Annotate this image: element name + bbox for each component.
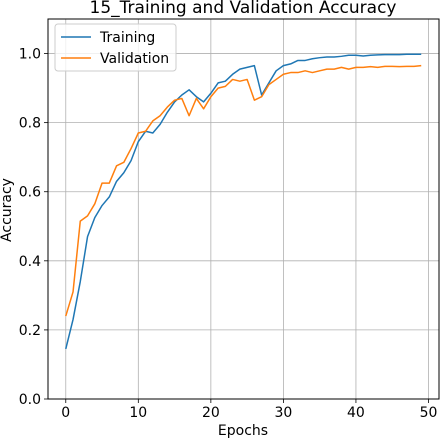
x-tick-label: 50	[420, 405, 438, 421]
x-tick-label: 30	[274, 405, 292, 421]
validation-line	[65, 64, 422, 317]
y-tick-label: 1.0	[19, 47, 41, 63]
grid	[48, 19, 439, 400]
y-tick-label: 0.4	[19, 254, 41, 270]
y-axis-label: Accuracy	[0, 178, 15, 242]
x-axis-label: Epochs	[218, 423, 268, 439]
x-axis-ticks: 0 10 20 30 40 50	[61, 399, 437, 421]
y-tick-label: 0.0	[19, 392, 41, 408]
chart-title: 15_Training and Validation Accuracy	[90, 0, 397, 18]
x-tick-label: 20	[202, 405, 220, 421]
legend: Training Validation	[54, 23, 177, 72]
legend-label-training: Training	[99, 30, 155, 46]
training-line	[65, 53, 422, 350]
x-tick-label: 10	[129, 405, 147, 421]
plot-frame	[47, 18, 440, 400]
x-tick-label: 40	[347, 405, 365, 421]
x-tick-label: 0	[61, 405, 70, 421]
y-tick-label: 0.2	[19, 323, 41, 339]
y-tick-label: 0.8	[19, 116, 41, 132]
y-axis-ticks: 0.0 0.2 0.4 0.6 0.8 1.0	[19, 47, 48, 408]
series-group	[65, 53, 422, 350]
y-tick-label: 0.6	[19, 185, 41, 201]
legend-label-validation: Validation	[100, 51, 169, 67]
legend-box	[54, 23, 177, 72]
